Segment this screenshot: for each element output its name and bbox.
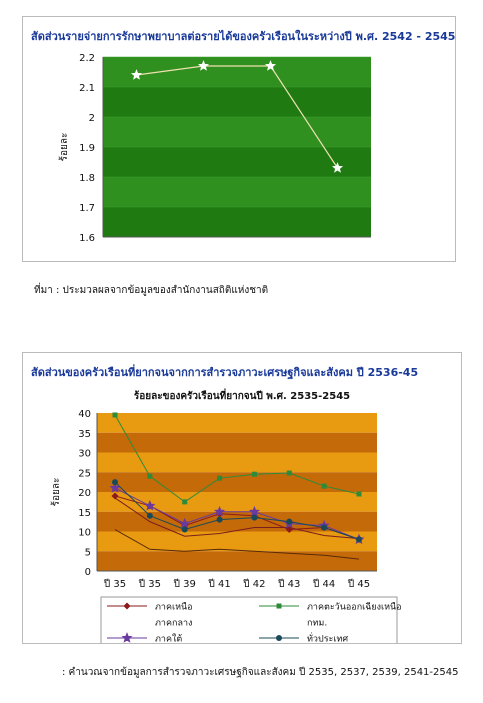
series-line: [114, 414, 360, 503]
data-point: [286, 518, 293, 525]
plot-band: [103, 177, 371, 207]
data-point: [251, 471, 257, 477]
chart2-svg: ร้อยละของครัวเรือนที่ยากจนปี พ.ศ. 2535-2…: [50, 388, 402, 644]
data-point: [331, 162, 344, 173]
x-tick-label: ปี 44: [312, 578, 335, 590]
y-tick-label: 40: [78, 409, 91, 420]
y-tick-label: 10: [78, 528, 91, 539]
data-point: [181, 526, 188, 533]
chart2-title: สัดส่วนของครัวเรือนที่ยากจนจากการสำรวจภา…: [31, 366, 419, 379]
data-point: [112, 412, 118, 418]
data-point: [130, 69, 143, 80]
data-point: [111, 492, 119, 500]
y-tick-label: 1.6: [79, 233, 95, 244]
y-axis-label: ร้อยละ: [50, 478, 62, 507]
y-tick-label: 5: [85, 547, 91, 558]
chart2-source: : คำนวณจากข้อมูลการสำรวจภาวะเศรษฐกิจและส…: [62, 667, 459, 678]
y-tick-label: 0: [85, 567, 91, 578]
legend-marker: [123, 602, 131, 610]
y-tick-label: 1.8: [79, 173, 95, 184]
chart1-svg: 2.22.121.91.81.71.6ร้อยละพ.ศ. 2542พ.ศ. 2…: [58, 53, 371, 244]
x-tick-label: ปี 41: [208, 578, 231, 590]
data-point: [217, 475, 223, 481]
y-tick-label: 1.7: [79, 203, 95, 214]
data-point: [146, 512, 153, 519]
data-point: [251, 514, 258, 521]
y-axis-label: ร้อยละ: [58, 133, 70, 162]
y-tick-label: 20: [78, 488, 91, 499]
legend-marker: [276, 603, 282, 609]
plot-band: [97, 413, 377, 433]
y-tick-label: 35: [78, 429, 91, 440]
data-point: [197, 60, 210, 71]
data-point: [321, 483, 327, 489]
legend-box: [100, 596, 398, 643]
series-line: [136, 65, 339, 169]
chart-panel-1: สัดส่วนรายจ่ายการรักษาพยาบาลต่อรายได้ของ…: [22, 16, 456, 262]
chart2-subtitle: ร้อยละของครัวเรือนที่ยากจนปี พ.ศ. 2535-2…: [134, 388, 350, 402]
x-tick-label: ปี 42: [243, 578, 266, 590]
y-tick-label: 25: [78, 468, 91, 479]
series-line: [114, 529, 360, 560]
y-tick-label: 30: [78, 449, 91, 460]
legend-label: ภาคใต้: [155, 634, 182, 644]
plot-band: [103, 57, 371, 87]
chart1-source: ที่มา : ประมวลผลจากข้อมูลของสำนักงานสถิต…: [34, 285, 269, 296]
data-point: [109, 482, 121, 493]
plot-band: [97, 551, 377, 571]
data-point: [216, 516, 223, 523]
data-point: [179, 517, 191, 529]
chart-panel-2: สัดส่วนของครัวเรือนที่ยากจนจากการสำรวจภา…: [22, 352, 462, 644]
data-point: [264, 60, 277, 71]
data-point: [356, 491, 362, 497]
plot-band: [103, 147, 371, 177]
y-tick-label: 2: [89, 113, 95, 124]
data-point: [356, 536, 362, 543]
legend-label: ทั่วประเทศ: [307, 632, 348, 644]
legend-label: ภาคเหนือ: [155, 602, 193, 613]
legend-label: ภาคตะวันออกเฉียงเหนือ: [307, 602, 402, 613]
plot-band: [97, 492, 377, 512]
x-tick-label: ปี 35: [103, 578, 126, 590]
data-point: [144, 499, 156, 511]
series-line: [114, 481, 360, 540]
x-tick-label: ปี 35: [138, 578, 161, 590]
plot-band: [97, 531, 377, 552]
chart1-title: สัดส่วนรายจ่ายการรักษาพยาบาลต่อรายได้ของ…: [31, 30, 456, 43]
legend-marker: [276, 635, 282, 641]
data-point: [112, 479, 118, 486]
series-line: [114, 497, 360, 540]
plot-band: [103, 87, 371, 117]
plot-band: [97, 452, 377, 473]
data-point: [182, 499, 188, 505]
x-tick-label: ปี 45: [347, 578, 370, 590]
data-point: [286, 470, 292, 476]
legend-label: กทม.: [307, 619, 327, 629]
x-tick-label: ปี 39: [173, 578, 196, 590]
plot-band: [103, 117, 371, 147]
plot-band: [97, 472, 377, 492]
y-tick-label: 1.9: [79, 143, 95, 154]
data-point: [248, 505, 260, 517]
y-tick-label: 2.2: [79, 53, 95, 64]
data-point: [147, 473, 153, 479]
plot-band: [97, 511, 377, 532]
data-point: [214, 505, 226, 517]
y-tick-label: 2.1: [79, 83, 95, 94]
x-tick-label: ปี 43: [278, 578, 301, 590]
y-tick-label: 15: [78, 508, 91, 519]
plot-band: [103, 207, 371, 237]
plot-band: [97, 432, 377, 453]
series-line: [114, 487, 360, 540]
legend-marker: [121, 632, 133, 643]
data-point: [321, 524, 328, 531]
legend-label: ภาคกลาง: [155, 619, 192, 629]
